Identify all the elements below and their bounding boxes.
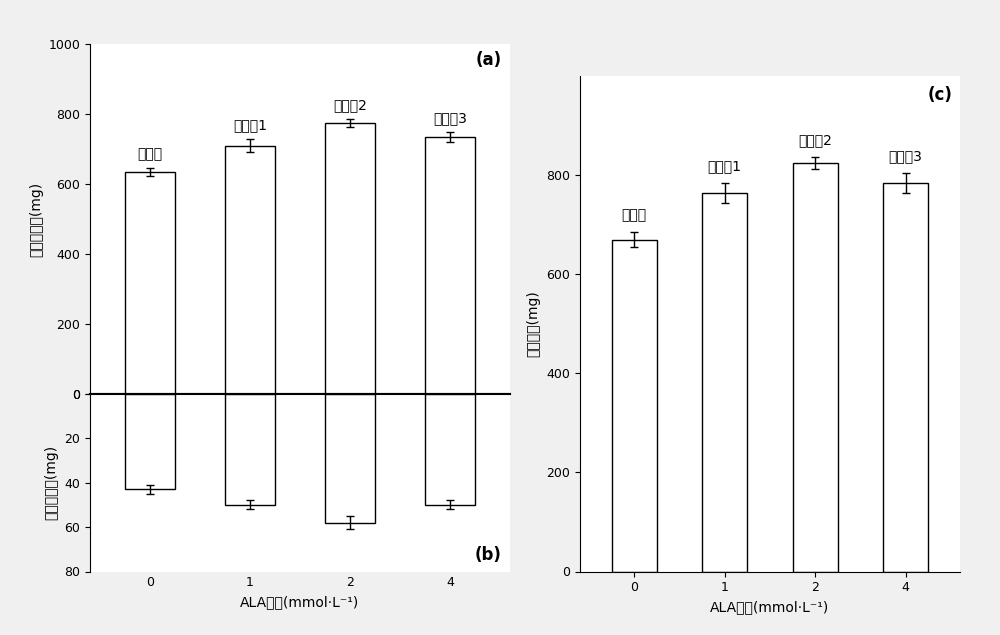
Bar [225, 394, 275, 505]
Bar [425, 394, 475, 505]
Bar [612, 239, 657, 572]
Bar [125, 394, 175, 489]
Bar [883, 183, 928, 572]
X-axis label: ALA浓度(mmol·L⁻¹): ALA浓度(mmol·L⁻¹) [240, 595, 360, 609]
Y-axis label: 花干重量(mg): 花干重量(mg) [527, 290, 541, 358]
Text: (b): (b) [475, 546, 502, 565]
Text: 实验组2: 实验组2 [798, 133, 832, 147]
Bar [425, 137, 475, 394]
Text: (c): (c) [928, 86, 952, 104]
Text: (a): (a) [475, 51, 502, 69]
Bar [325, 123, 375, 394]
Bar [225, 145, 275, 394]
Y-axis label: 地下部干重(mg): 地下部干重(mg) [45, 445, 59, 520]
Bar [325, 394, 375, 523]
Text: 实验组3: 实验组3 [889, 149, 923, 163]
Bar [702, 192, 747, 572]
Text: 对照组: 对照组 [622, 208, 647, 222]
Text: 实验组2: 实验组2 [333, 98, 367, 112]
Y-axis label: 地上部干重(mg): 地上部干重(mg) [29, 182, 43, 257]
Text: 对照组: 对照组 [137, 147, 163, 161]
Bar [125, 172, 175, 394]
Text: 实验组3: 实验组3 [433, 110, 467, 124]
Bar [793, 163, 838, 572]
Text: 实验组1: 实验组1 [708, 159, 742, 173]
X-axis label: ALA浓度(mmol·L⁻¹): ALA浓度(mmol·L⁻¹) [710, 600, 830, 614]
Text: 实验组1: 实验组1 [233, 119, 267, 133]
